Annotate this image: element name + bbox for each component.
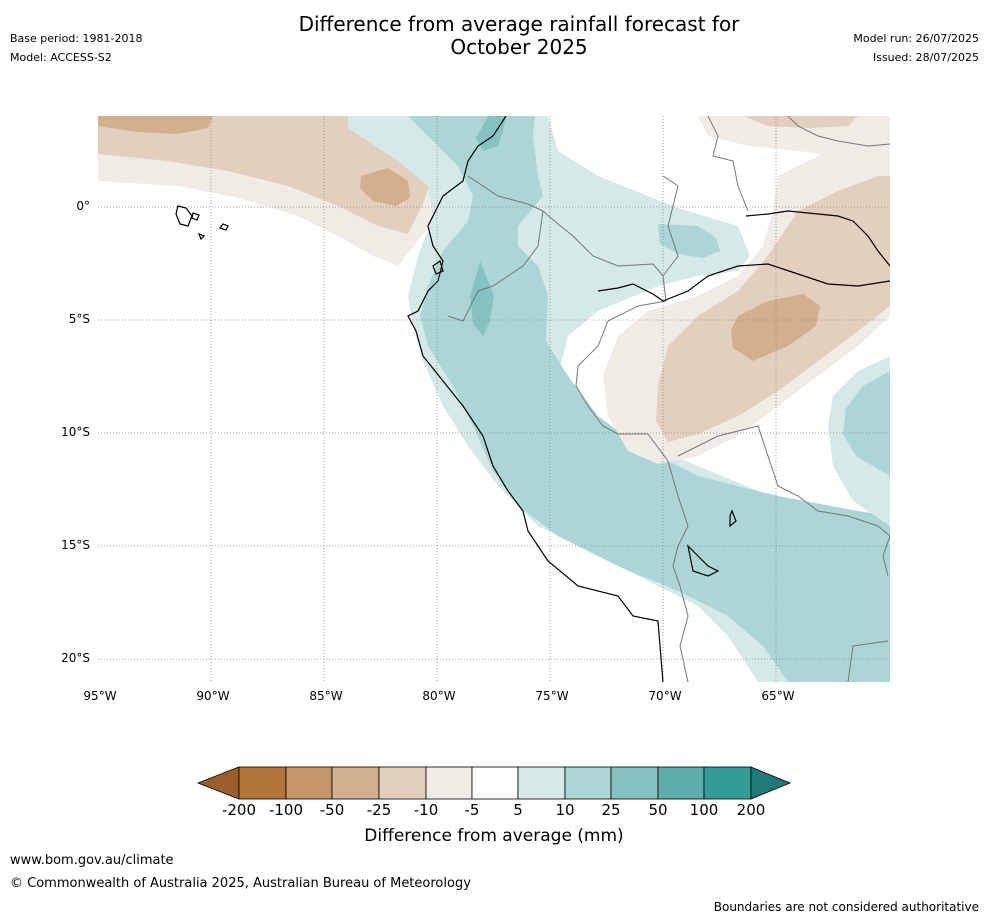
colorbar-tick: 200 [736,801,766,819]
lat-label-0: 0° [76,199,90,213]
issued-date: Issued: 28/07/2025 [872,51,979,64]
coastlines [175,116,890,682]
colorbar-tick: -100 [268,801,304,819]
copyright-notice: © Commonwealth of Australia 2025, Austra… [10,876,471,891]
colorbar-segment [331,766,380,800]
colorbar-tick: 25 [601,801,621,819]
colorbar-title: Difference from average (mm) [364,826,624,846]
map-svg [98,116,890,682]
colorbar-tick: -5 [464,801,480,819]
base-period: Base period: 1981-2018 [10,32,143,45]
wet-region-andes-25-a [470,261,494,336]
lat-label-10s: 10°S [61,425,90,439]
colorbar-tick: 100 [689,801,719,819]
colorbar-segment [471,766,519,800]
lon-label-90w: 90°W [196,689,230,703]
lon-label-80w: 80°W [422,689,456,703]
lon-label-75w: 75°W [535,689,569,703]
dry-region-nw-25-a [360,168,410,206]
colorbar-arrow-right [750,766,792,800]
dry-region-east-25 [731,294,820,361]
colorbar-segment [703,766,752,800]
lon-label-85w: 85°W [309,689,343,703]
colorbar-segment [610,766,659,800]
model-name: Model: ACCESS-S2 [10,51,112,64]
colorbar-tick: -25 [366,801,392,819]
colorbar-tick: 10 [555,801,575,819]
lat-label-20s: 20°S [61,651,90,665]
boundaries-disclaimer: Boundaries are not considered authoritat… [713,900,979,914]
dry-region-ne-10 [743,116,858,128]
website-link[interactable]: www.bom.gov.au/climate [10,853,174,868]
wet-region-andes-10 [408,116,890,682]
colorbar-segment [657,766,705,800]
colorbar-tick: 50 [648,801,668,819]
lat-label-5s: 5°S [68,312,90,326]
colorbar-tick: -50 [319,801,345,819]
colorbar-segment [517,766,566,800]
map-title: Difference from average rainfall forecas… [194,13,844,59]
colorbar-segment [238,766,287,800]
meta-left: Base period: 1981-2018 Model: ACCESS-S2 [10,32,142,70]
colorbar-arrow-left [196,766,240,800]
colorbar-tick: -10 [413,801,439,819]
title-line-2: October 2025 [450,35,588,59]
country-boundaries [447,116,890,682]
colorbar-tick: 5 [513,801,523,819]
wet-region-east-10 [843,371,890,476]
colorbar-tick: -200 [221,801,257,819]
rainfall-map [98,116,890,682]
wet-region-amazon-10 [658,224,720,258]
colorbar-svg [196,766,792,800]
gridlines [98,116,890,682]
colorbar-segment [285,766,333,800]
dry-region-nw-10 [98,116,436,234]
colorbar [196,766,792,800]
dry-region-ne-5 [698,116,890,166]
colorbar-segment [564,766,612,800]
lat-label-15s: 15°S [61,538,90,552]
colorbar-segment [425,766,473,800]
meta-right: Model run: 26/07/2025 Issued: 28/07/2025 [853,32,979,70]
colorbar-segment [378,766,427,800]
title-line-1: Difference from average rainfall forecas… [298,12,740,36]
lon-label-95w: 95°W [83,689,117,703]
dry-region-nw-25-b [98,116,213,134]
lon-label-70w: 70°W [648,689,682,703]
lon-label-65w: 65°W [761,689,795,703]
model-run: Model run: 26/07/2025 [853,32,979,45]
